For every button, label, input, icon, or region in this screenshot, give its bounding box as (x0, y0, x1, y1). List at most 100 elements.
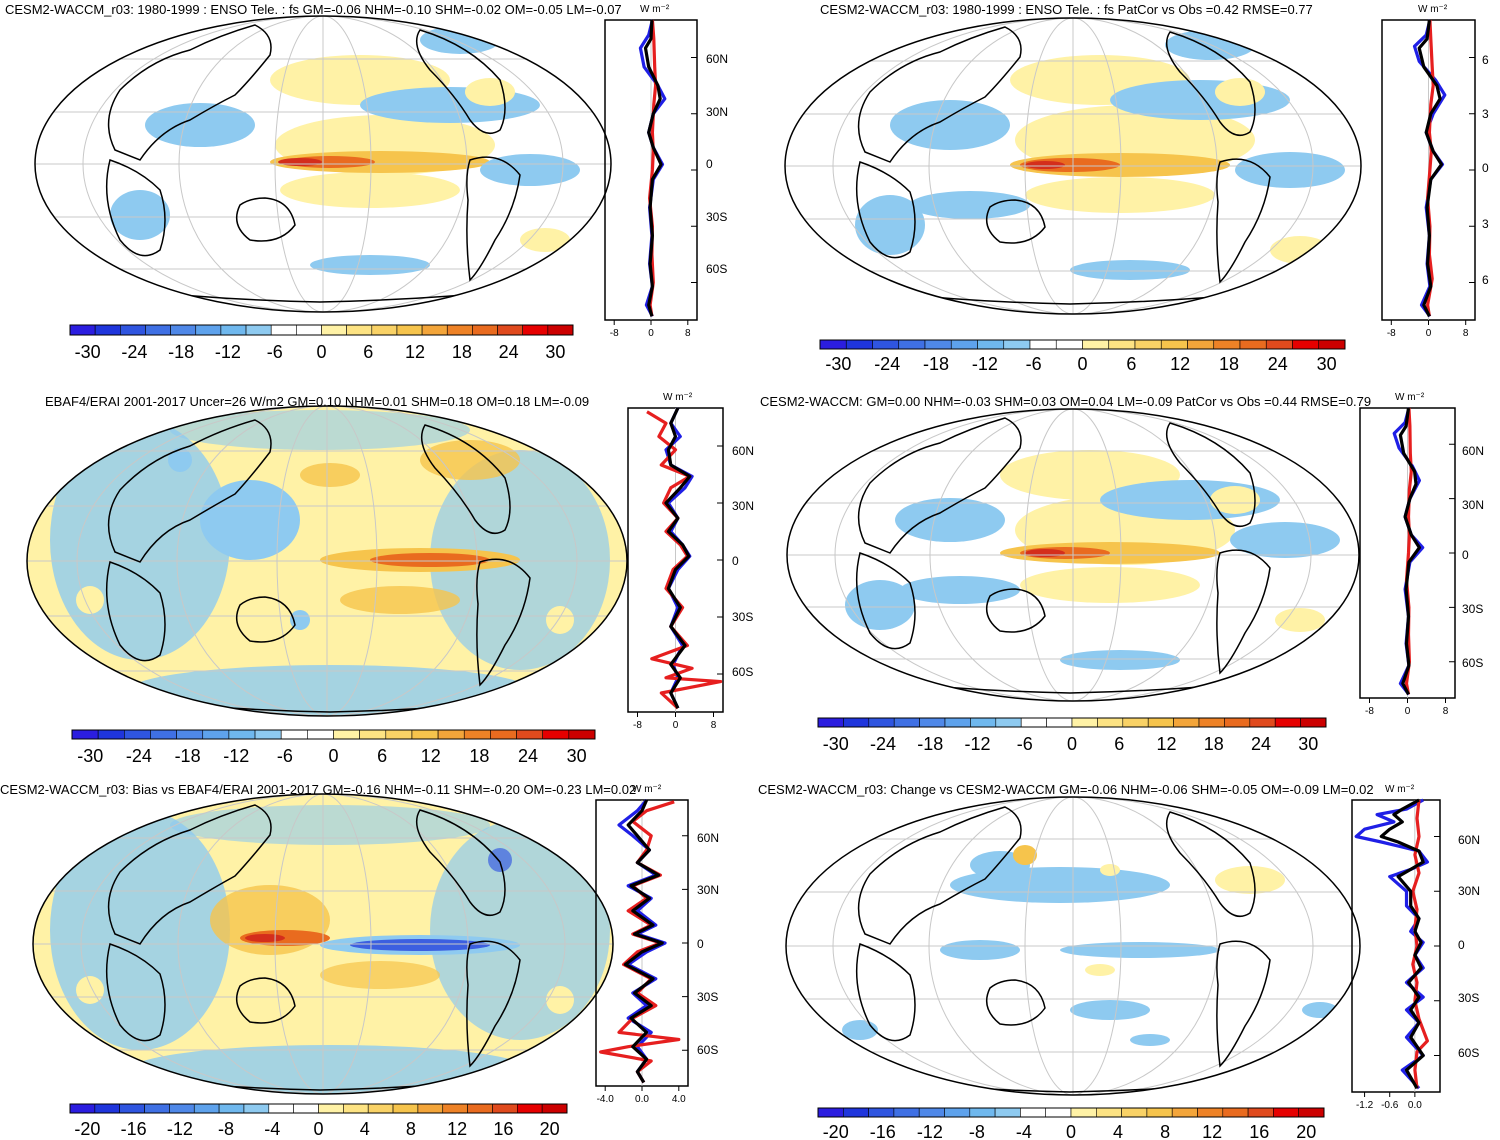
panel-6-colorbar-tick: 0 (1066, 1122, 1076, 1140)
colorbar-cell (497, 324, 523, 336)
colorbar-cell (1147, 717, 1174, 728)
colorbar-cell (467, 1103, 493, 1114)
panel-6-colorbar-tick: 4 (1113, 1122, 1123, 1140)
panel-2-colorbar-tick: -18 (923, 354, 949, 374)
panel-4: CESM2-WACCM: GM=0.00 NHM=-0.03 SHM=0.03 … (760, 392, 1484, 754)
colorbar-cell (1121, 1107, 1148, 1118)
zonal-mean-line-black (1417, 19, 1444, 318)
colorbar-cell (1046, 717, 1073, 728)
panel-5: CESM2-WACCM_r03: Bias vs EBAF4/ERAI 2001… (0, 782, 719, 1139)
colorbar-cell (307, 729, 334, 740)
colorbar-cell (893, 1107, 920, 1118)
colorbar-cell (170, 324, 197, 336)
panel-4-x-label: -8 (1365, 706, 1374, 717)
colorbar-cell (202, 729, 230, 740)
colorbar-cell (195, 324, 222, 336)
colorbar-cell (919, 717, 946, 728)
panel-6-x-label: -1.2 (1356, 1100, 1374, 1111)
panel-4-lat-label: 60S (1462, 656, 1483, 670)
panel-3-colorbar-tick: -24 (126, 746, 152, 766)
panel-1-colorbar-tick: -18 (168, 342, 194, 362)
colorbar-cell (1071, 717, 1098, 728)
panel-5-colorbar-tick: 8 (406, 1119, 416, 1139)
panel-6-units: W m⁻² (1385, 784, 1415, 795)
panel-5-anomaly-field (50, 805, 610, 1094)
colorbar-cell (1055, 339, 1083, 350)
zonal-mean-line-black (1398, 407, 1421, 696)
colorbar-cell (1045, 1107, 1072, 1118)
colorbar-cell (868, 717, 895, 728)
panel-1-lat-label: 60S (706, 262, 727, 276)
colorbar-cell (270, 324, 297, 336)
panel-3-colorbar-tick: 30 (567, 746, 587, 766)
colorbar-cell (1003, 339, 1031, 350)
panel-4-lat-label: 30S (1462, 602, 1483, 616)
colorbar-cell (1160, 339, 1188, 350)
panel-5-x-label: 0.0 (635, 1094, 649, 1105)
colorbar-cell (547, 324, 574, 336)
panel-4-lat-label: 30N (1462, 498, 1484, 512)
panel-4-colorbar-tick: -6 (1017, 734, 1033, 754)
zonal-mean-line-black (1379, 798, 1425, 1090)
panel-6-colorbar-tick: -12 (917, 1122, 943, 1140)
panel-6-colorbar-tick: -8 (969, 1122, 985, 1140)
colorbar-cell (359, 729, 387, 740)
colorbar-cell (1274, 717, 1301, 728)
panel-5-lat-label: 60N (697, 831, 719, 845)
panel-3-title: EBAF4/ERAI 2001-2017 Uncer=26 W/m2 GM=0.… (45, 394, 589, 409)
panel-1-anomaly-field (110, 26, 580, 275)
panel-4-colorbar-tick: -18 (917, 734, 943, 754)
colorbar-cell (120, 324, 146, 336)
panel-2-colorbar-tick: 12 (1170, 354, 1190, 374)
colorbar-cell (522, 324, 549, 336)
panel-5-colorbar-tick: -16 (121, 1119, 147, 1139)
zonal-mean-frame (1351, 799, 1441, 1093)
colorbar-cell (296, 324, 322, 336)
panel-3-units: W m⁻² (663, 392, 693, 403)
colorbar-cell (516, 729, 543, 740)
panel-5-lat-label: 30N (697, 883, 719, 897)
colorbar-cell (396, 324, 423, 336)
colorbar-cell (218, 1103, 245, 1114)
panel-3-colorbar-tick: 18 (469, 746, 489, 766)
panel-2-zonal-mean: W m⁻² 6 3 0 3 6 -8 0 8 (1381, 4, 1489, 339)
colorbar-cell (817, 1107, 844, 1118)
panel-5-colorbar-tick: -20 (74, 1119, 100, 1139)
panel-4-lat-label: 60N (1462, 444, 1484, 458)
colorbar-cell (994, 1107, 1021, 1118)
colorbar-cell (944, 717, 971, 728)
colorbar-cell (321, 324, 347, 336)
panel-2-colorbar-tick: 6 (1126, 354, 1136, 374)
panel-3-colorbar-tick: -12 (223, 746, 249, 766)
panel-6: CESM2-WACCM_r03: Change vs CESM2-WACCM G… (758, 782, 1480, 1140)
colorbar-cell (293, 1103, 319, 1114)
colorbar-cell (346, 324, 373, 336)
zonal-mean-line-black (664, 407, 692, 709)
colorbar-cell (97, 729, 125, 740)
panel-1: CESM2-WACCM_r03: 1980-1999 : ENSO Tele. … (5, 2, 728, 362)
colorbar-cell (446, 324, 473, 336)
panel-1-units: W m⁻² (640, 4, 670, 15)
colorbar-cell (69, 1103, 96, 1114)
colorbar-cell (437, 729, 465, 740)
panel-6-map (785, 796, 1361, 1096)
colorbar-cell (1187, 339, 1215, 350)
colorbar-cell (819, 339, 847, 350)
panel-5-title: CESM2-WACCM_r03: Bias vs EBAF4/ERAI 2001… (0, 782, 636, 797)
colorbar-cell (1173, 717, 1200, 728)
panel-2-x-label: 0 (1426, 328, 1432, 339)
panel-4-colorbar-tick: 18 (1204, 734, 1224, 754)
colorbar-cell (333, 729, 360, 740)
panel-4-colorbar-tick: -24 (870, 734, 896, 754)
panel-1-lat-label: 30S (706, 210, 727, 224)
colorbar-cell (371, 324, 398, 336)
panel-1-x-label: -8 (610, 328, 619, 339)
panel-3-colorbar-tick: 0 (328, 746, 338, 766)
colorbar-cell (970, 717, 997, 728)
panel-5-lat-label: 60S (697, 1043, 718, 1057)
colorbar-cell (145, 324, 171, 336)
panel-6-colorbar-tick: -20 (823, 1122, 849, 1140)
panel-3-x-label: -8 (633, 720, 642, 731)
panel-3-x-label: 8 (711, 720, 717, 731)
colorbar-cell (898, 339, 926, 350)
